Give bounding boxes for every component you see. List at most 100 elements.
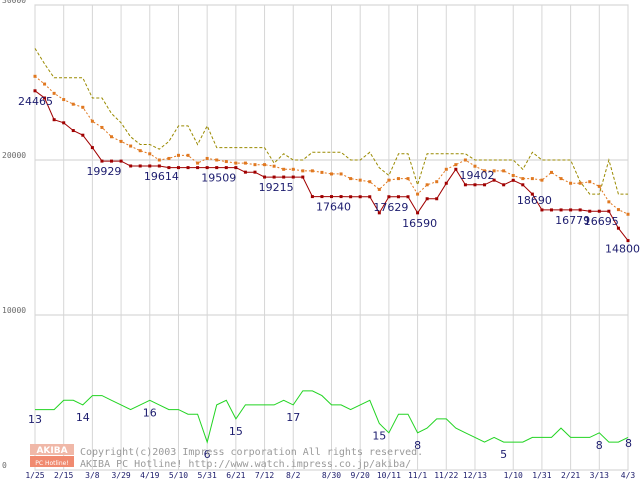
- price-label-4: 19215: [259, 181, 294, 194]
- point-min_price-50: [511, 178, 515, 182]
- point-min_price-52: [530, 192, 534, 196]
- series-line-avg_price: [34, 75, 629, 215]
- point-avg_price-1: [43, 82, 47, 86]
- point-min_price-28: [301, 175, 305, 179]
- point-avg_price-16: [186, 153, 190, 157]
- x-tick-label-6: 5/31: [198, 471, 217, 480]
- point-avg_price-32: [339, 172, 343, 176]
- point-avg_price-6: [90, 119, 94, 123]
- point-avg_price-15: [176, 153, 180, 157]
- point-avg_price-21: [234, 161, 238, 165]
- point-avg_price-56: [569, 181, 573, 185]
- point-min_price-44: [454, 167, 458, 171]
- point-avg_price-61: [616, 208, 620, 212]
- point-min_price-11: [138, 164, 142, 168]
- point-min_price-3: [62, 121, 66, 125]
- point-avg_price-48: [492, 169, 496, 173]
- point-min_price-58: [588, 209, 592, 213]
- point-min_price-38: [396, 195, 400, 199]
- point-avg_price-30: [320, 170, 324, 174]
- point-avg_price-62: [626, 212, 630, 216]
- price-label-8: 19402: [459, 169, 494, 182]
- point-avg_price-9: [119, 139, 123, 143]
- count-label-4: 15: [229, 425, 243, 438]
- point-min_price-54: [549, 208, 553, 212]
- y-tick-label-1: 10000: [2, 306, 26, 315]
- point-avg_price-12: [148, 152, 152, 156]
- point-avg_price-58: [588, 180, 592, 184]
- point-avg_price-31: [330, 172, 333, 176]
- point-min_price-16: [186, 166, 190, 170]
- point-avg_price-28: [301, 169, 305, 173]
- logo-top-text: AKIBA: [36, 446, 67, 456]
- x-tick-label-13: 11/1: [408, 471, 427, 480]
- point-avg_price-10: [129, 144, 133, 148]
- point-avg_price-25: [272, 164, 276, 168]
- point-min_price-4: [71, 129, 75, 133]
- point-min_price-27: [291, 175, 295, 179]
- point-avg_price-35: [368, 180, 372, 184]
- point-min_price-40: [416, 211, 420, 215]
- count-label-10: 8: [625, 437, 632, 450]
- point-avg_price-40: [416, 192, 420, 196]
- x-tick-label-8: 7/12: [255, 471, 274, 480]
- point-avg_price-46: [473, 164, 477, 168]
- count-label-7: 8: [414, 439, 421, 452]
- logo-bottom-text: PC Hotline!: [35, 460, 68, 467]
- price-label-12: 14800: [605, 243, 640, 256]
- x-axis-labels: 1/25 2/15 3/8 3/29 4/19 5/10 5/31 6/21 7/12 8/2 8/…: [25, 471, 635, 480]
- price-label-1: 19929: [86, 165, 121, 178]
- point-min_price-60: [607, 209, 611, 213]
- price-label-11: 16695: [584, 215, 619, 228]
- point-avg_price-34: [358, 178, 362, 182]
- count-label-1: 14: [76, 411, 90, 424]
- x-tick-label-11: 9/20: [351, 471, 370, 480]
- credit-block: AKIBA PC Hotline! Copyright(c)2003 Impre…: [30, 444, 423, 470]
- point-min_price-33: [349, 195, 353, 199]
- count-label-0: 13: [28, 413, 42, 426]
- point-min_price-47: [483, 183, 487, 187]
- point-avg_price-18: [205, 156, 209, 160]
- count-label-6: 15: [372, 430, 386, 443]
- point-avg_price-17: [196, 161, 200, 165]
- point-min_price-45: [463, 183, 467, 187]
- point-min_price-21: [234, 166, 238, 170]
- point-min_price-5: [81, 133, 85, 137]
- copyright-line: Copyright(c)2003 Impress corporation All…: [80, 447, 423, 458]
- point-avg_price-3: [62, 98, 66, 102]
- x-tick-label-0: 1/25: [25, 471, 44, 480]
- point-min_price-43: [444, 181, 448, 185]
- point-min_price-20: [224, 166, 228, 170]
- point-min_price-61: [616, 226, 620, 230]
- point-avg_price-37: [387, 178, 391, 182]
- point-avg_price-5: [81, 105, 85, 109]
- price-label-7: 16590: [402, 217, 437, 230]
- x-tick-label-19: 3/13: [590, 471, 609, 480]
- price-label-10: 16779: [555, 214, 590, 227]
- point-min_price-59: [597, 209, 601, 213]
- point-min_price-62: [626, 239, 630, 243]
- point-avg_price-23: [253, 163, 257, 167]
- price-label-2: 19614: [144, 170, 179, 183]
- point-min_price-48: [492, 178, 496, 182]
- point-avg_price-41: [425, 183, 429, 187]
- series-line-max_price: [34, 48, 628, 195]
- point-min_price-19: [215, 166, 219, 170]
- point-avg_price-54: [549, 170, 553, 174]
- point-min_price-29: [310, 195, 314, 199]
- point-min_price-12: [148, 164, 152, 168]
- point-min_price-35: [368, 195, 372, 199]
- logo-top-bg: [30, 444, 74, 455]
- point-min_price-7: [100, 159, 104, 163]
- price-label-5: 17640: [316, 201, 351, 214]
- point-min_price-32: [339, 195, 343, 199]
- point-min_price-8: [110, 159, 114, 163]
- count-label-5: 17: [286, 411, 300, 424]
- site-url-line: AKIBA PC Hotline! http://www.watch.impre…: [80, 459, 411, 470]
- point-avg_price-27: [291, 167, 295, 171]
- point-avg_price-20: [224, 160, 228, 164]
- point-min_price-30: [320, 195, 324, 199]
- point-avg_price-0: [33, 74, 37, 78]
